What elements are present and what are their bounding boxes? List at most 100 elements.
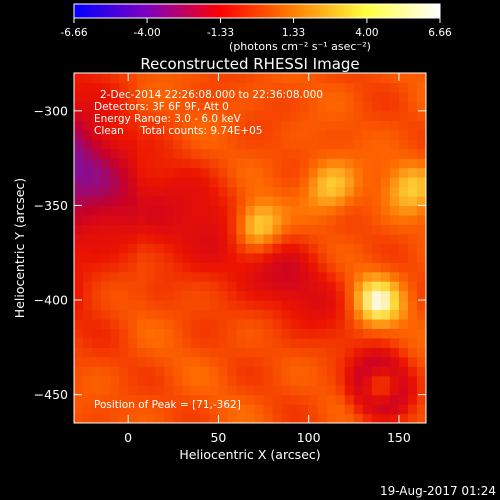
heatmap-cell	[335, 366, 346, 377]
heatmap-cell	[110, 413, 120, 423]
heatmap-cell	[335, 129, 346, 140]
colorbar-gradient	[73, 3, 441, 19]
heatmap-cell	[128, 233, 138, 244]
heatmap-cell	[263, 148, 274, 159]
heatmap-cell	[407, 328, 418, 339]
heatmap-cell	[371, 394, 382, 405]
heatmap-cell	[353, 356, 364, 367]
heatmap-cell	[380, 148, 391, 159]
heatmap-cell	[236, 385, 247, 396]
heatmap-cell	[83, 148, 93, 159]
heatmap-cell	[407, 271, 418, 282]
heatmap-cell	[407, 101, 418, 112]
heatmap-cell	[299, 214, 310, 225]
heatmap-cell	[272, 148, 283, 159]
heatmap-cell	[236, 91, 247, 102]
heatmap-cell	[164, 233, 174, 244]
heatmap-cell	[263, 375, 274, 386]
heatmap-cell	[128, 385, 138, 396]
heatmap-cell	[110, 262, 120, 273]
heatmap-cell	[200, 309, 210, 320]
heatmap-cell	[281, 73, 292, 84]
heatmap-cell	[308, 262, 319, 273]
heatmap-cell	[164, 290, 174, 301]
heatmap-cell	[380, 337, 391, 348]
heatmap-cell	[119, 129, 129, 140]
heatmap-cell	[182, 139, 192, 150]
heatmap-cell	[200, 404, 210, 415]
heatmap-cell	[263, 356, 274, 367]
heatmap-cell	[416, 337, 426, 348]
heatmap-cell	[101, 356, 111, 367]
heatmap-cell	[146, 91, 156, 102]
heatmap-cell	[344, 139, 355, 150]
heatmap-cell	[389, 205, 400, 216]
heatmap-cell	[182, 224, 192, 235]
heatmap-cell	[173, 404, 183, 415]
heatmap-cell	[101, 347, 111, 358]
heatmap-cell	[227, 318, 238, 330]
heatmap-cell	[335, 186, 346, 197]
heatmap-cell	[407, 366, 418, 377]
heatmap-cell	[290, 385, 301, 396]
heatmap-cell	[326, 139, 337, 150]
heatmap-cell	[254, 404, 265, 415]
heatmap-cell	[326, 167, 337, 178]
heatmap-cell	[128, 120, 138, 131]
heatmap-cell	[389, 110, 400, 121]
heatmap-cell	[155, 252, 165, 263]
heatmap-cell	[227, 167, 238, 178]
heatmap-cell	[299, 158, 310, 169]
heatmap-cell	[236, 177, 247, 188]
heatmap-cell	[281, 139, 292, 150]
heatmap-cell	[191, 337, 201, 348]
heatmap-cell	[128, 195, 138, 207]
heatmap-cell	[371, 101, 382, 112]
heatmap-cell	[173, 347, 183, 358]
heatmap-cell	[353, 177, 364, 188]
heatmap-cell	[101, 148, 111, 159]
heatmap-cell	[299, 404, 310, 415]
heatmap-cell	[164, 158, 174, 169]
heatmap-cell	[335, 309, 346, 320]
heatmap-cell	[101, 413, 111, 423]
heatmap-cell	[119, 394, 129, 405]
heatmap-cell	[155, 290, 165, 301]
heatmap-cell	[92, 262, 102, 273]
heatmap-cell	[308, 148, 319, 159]
heatmap-cell	[362, 233, 373, 244]
heatmap-cell	[74, 91, 84, 102]
heatmap-cell	[416, 195, 426, 207]
heatmap-cell	[362, 300, 373, 311]
heatmap-cell	[137, 195, 147, 207]
heatmap-cell	[200, 394, 210, 405]
heatmap-cell	[164, 366, 174, 377]
heatmap-cell	[74, 243, 84, 254]
heatmap-cell	[245, 82, 256, 93]
heatmap-cell	[290, 337, 301, 348]
heatmap-cell	[245, 394, 256, 405]
heatmap-cell	[281, 158, 292, 169]
heatmap-cell	[245, 158, 256, 169]
heatmap-cell	[110, 290, 120, 301]
heatmap-cell	[272, 413, 283, 423]
heatmap-cell	[299, 148, 310, 159]
heatmap-cell	[398, 110, 409, 121]
heatmap-cell	[119, 186, 129, 197]
heatmap-cell	[236, 148, 247, 159]
heatmap-cell	[335, 385, 346, 396]
heatmap-cell	[290, 366, 301, 377]
heatmap-cell	[263, 101, 274, 112]
heatmap-cell	[155, 139, 165, 150]
heatmap-cell	[173, 356, 183, 367]
heatmap-cell	[398, 120, 409, 131]
heatmap-cell	[146, 186, 156, 197]
heatmap-cell	[299, 281, 310, 292]
heatmap-cell	[236, 252, 247, 263]
heatmap-cell	[110, 205, 120, 216]
heatmap-cell	[344, 120, 355, 131]
heatmap-cell	[371, 186, 382, 197]
heatmap-cell	[254, 195, 265, 207]
heatmap-cell	[218, 129, 229, 140]
heatmap-cell	[119, 224, 129, 235]
